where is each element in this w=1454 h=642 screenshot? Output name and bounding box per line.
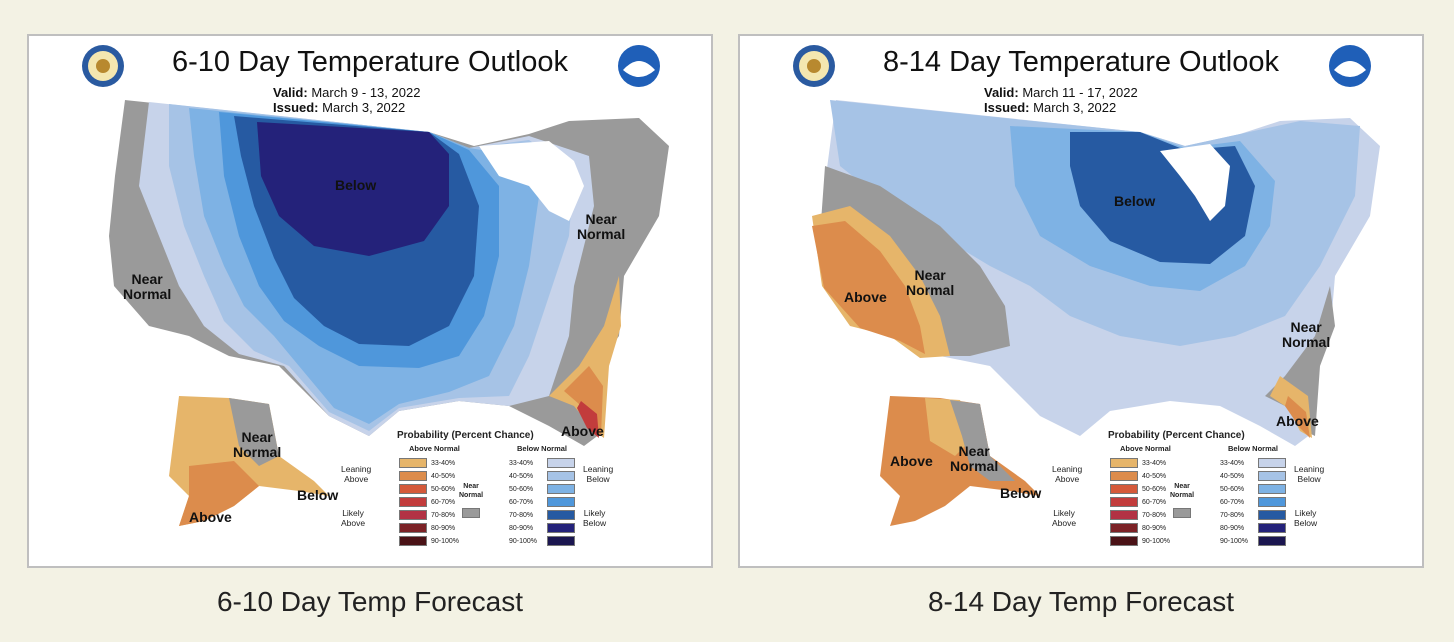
probability-legend: Probability (Percent Chance) Above Norma… [1052, 430, 1344, 558]
legend-above-row: 90-100% [1110, 536, 1170, 546]
legend-above-row: 60-70% [1110, 497, 1166, 507]
se-above-1 [549, 276, 621, 438]
noaa-logo-icon [1328, 44, 1372, 88]
legend-near-normal-swatch [1173, 508, 1191, 518]
map-6-10-svg [109, 100, 669, 526]
legend-near-normal-swatch [462, 508, 480, 518]
fl-above-2 [1285, 396, 1310, 438]
map-8-14-svg [812, 100, 1380, 526]
alaska-base [880, 396, 1040, 526]
legend-above-header: Above Normal [409, 444, 460, 453]
legend-below-header: Below Normal [1228, 444, 1279, 453]
legend-above-row: 70-80% [1110, 510, 1166, 520]
legend-below-row: 80-90% [1220, 523, 1290, 533]
probability-legend: Probability (Percent Chance) Above Norma… [341, 430, 633, 558]
legend-above-row: 60-70% [399, 497, 455, 507]
outlook-map-6-10: 6-10 Day Temperature Outlook Valid: Marc… [27, 34, 713, 568]
legend-above-row: 33-40% [399, 458, 455, 468]
legend-below-row: 33-40% [509, 458, 579, 468]
alaska-above-2 [179, 461, 259, 526]
legend-below-row: 40-50% [509, 471, 579, 481]
issued-date: Issued: March 3, 2022 [273, 100, 406, 115]
legend-above-row: 40-50% [399, 471, 455, 481]
legend-below-row: 70-80% [1220, 510, 1290, 520]
label-above-fl: Above [561, 423, 604, 439]
legend-above-row: 40-50% [1110, 471, 1166, 481]
valid-dates: Valid: March 11 - 17, 2022 [984, 85, 1138, 100]
legend-likely-below: Likely Below [1294, 508, 1318, 528]
valid-dates: Valid: March 9 - 13, 2022 [273, 85, 421, 100]
west-above-2 [812, 221, 925, 354]
legend-above-header: Above Normal [1120, 444, 1171, 453]
label-near-normal-west: Near Normal [123, 271, 172, 302]
se-above-3 [577, 401, 599, 438]
outlook-map-8-14: 8-14 Day Temperature Outlook Valid: Marc… [738, 34, 1424, 568]
legend-below-row: 40-50% [1220, 471, 1290, 481]
legend-above-row: 50-60% [1110, 484, 1166, 494]
caption-8-14: 8-14 Day Temp Forecast [927, 586, 1235, 617]
legend-above-row: 80-90% [1110, 523, 1166, 533]
legend-near-normal: Near Normal [459, 483, 484, 499]
caption-6-10: 6-10 Day Temp Forecast [216, 586, 524, 617]
legend-below-row: 50-60% [1220, 484, 1290, 494]
label-below: Below [1114, 193, 1156, 209]
label-near-normal-se: Near Normal [1282, 319, 1331, 350]
alaska-near [229, 398, 279, 466]
label-near-normal-ak: Near Normal [950, 443, 999, 474]
legend-below-row: 90-100% [1220, 536, 1290, 546]
legend-below-row: 60-70% [1220, 497, 1290, 507]
label-below: Below [335, 177, 377, 193]
legend-leaning-above: Leaning Above [1052, 464, 1083, 484]
issued-date: Issued: March 3, 2022 [984, 100, 1117, 115]
label-above-ak: Above [890, 453, 933, 469]
legend-title: Probability (Percent Chance) [1108, 430, 1245, 441]
label-above-west: Above [844, 289, 887, 305]
label-near-normal-ne: Near Normal [577, 211, 626, 242]
band-below-6 [257, 122, 449, 256]
noaa-logo-icon [617, 44, 661, 88]
legend-below-row: 80-90% [509, 523, 579, 533]
legend-below-header: Below Normal [517, 444, 568, 453]
legend-below-row: 90-100% [509, 536, 579, 546]
great-lakes [1160, 144, 1230, 221]
legend-above-row: 70-80% [399, 510, 455, 520]
label-above-fl: Above [1276, 413, 1319, 429]
legend-leaning-below: Leaning Below [1294, 464, 1325, 484]
label-near-normal-west: Near Normal [906, 267, 955, 298]
legend-title: Probability (Percent Chance) [397, 430, 534, 441]
label-below-ak: Below [297, 487, 339, 503]
legend-likely-above: Likely Above [341, 508, 366, 528]
legend-above-row: 33-40% [1110, 458, 1166, 468]
legend-likely-above: Likely Above [1052, 508, 1077, 528]
doc-seal-icon [792, 44, 836, 88]
legend-below-row: 70-80% [509, 510, 579, 520]
legend-leaning-above: Leaning Above [341, 464, 372, 484]
alaska-near [950, 400, 1015, 481]
legend-likely-below: Likely Below [583, 508, 607, 528]
label-near-normal-ak: Near Normal [233, 429, 282, 460]
legend-above-row: 90-100% [399, 536, 459, 546]
legend-near-normal: Near Normal [1170, 483, 1195, 499]
legend-below-row: 60-70% [509, 497, 579, 507]
legend-leaning-below: Leaning Below [583, 464, 614, 484]
legend-below-row: 33-40% [1220, 458, 1290, 468]
legend-below-row: 50-60% [509, 484, 579, 494]
map-title: 6-10 Day Temperature Outlook [171, 46, 568, 78]
map-title: 8-14 Day Temperature Outlook [882, 46, 1279, 78]
label-above-ak: Above [189, 509, 232, 525]
label-below-ak: Below [1000, 485, 1042, 501]
legend-above-row: 50-60% [399, 484, 455, 494]
great-lakes [479, 141, 584, 221]
doc-seal-icon [81, 44, 125, 88]
legend-above-row: 80-90% [399, 523, 455, 533]
